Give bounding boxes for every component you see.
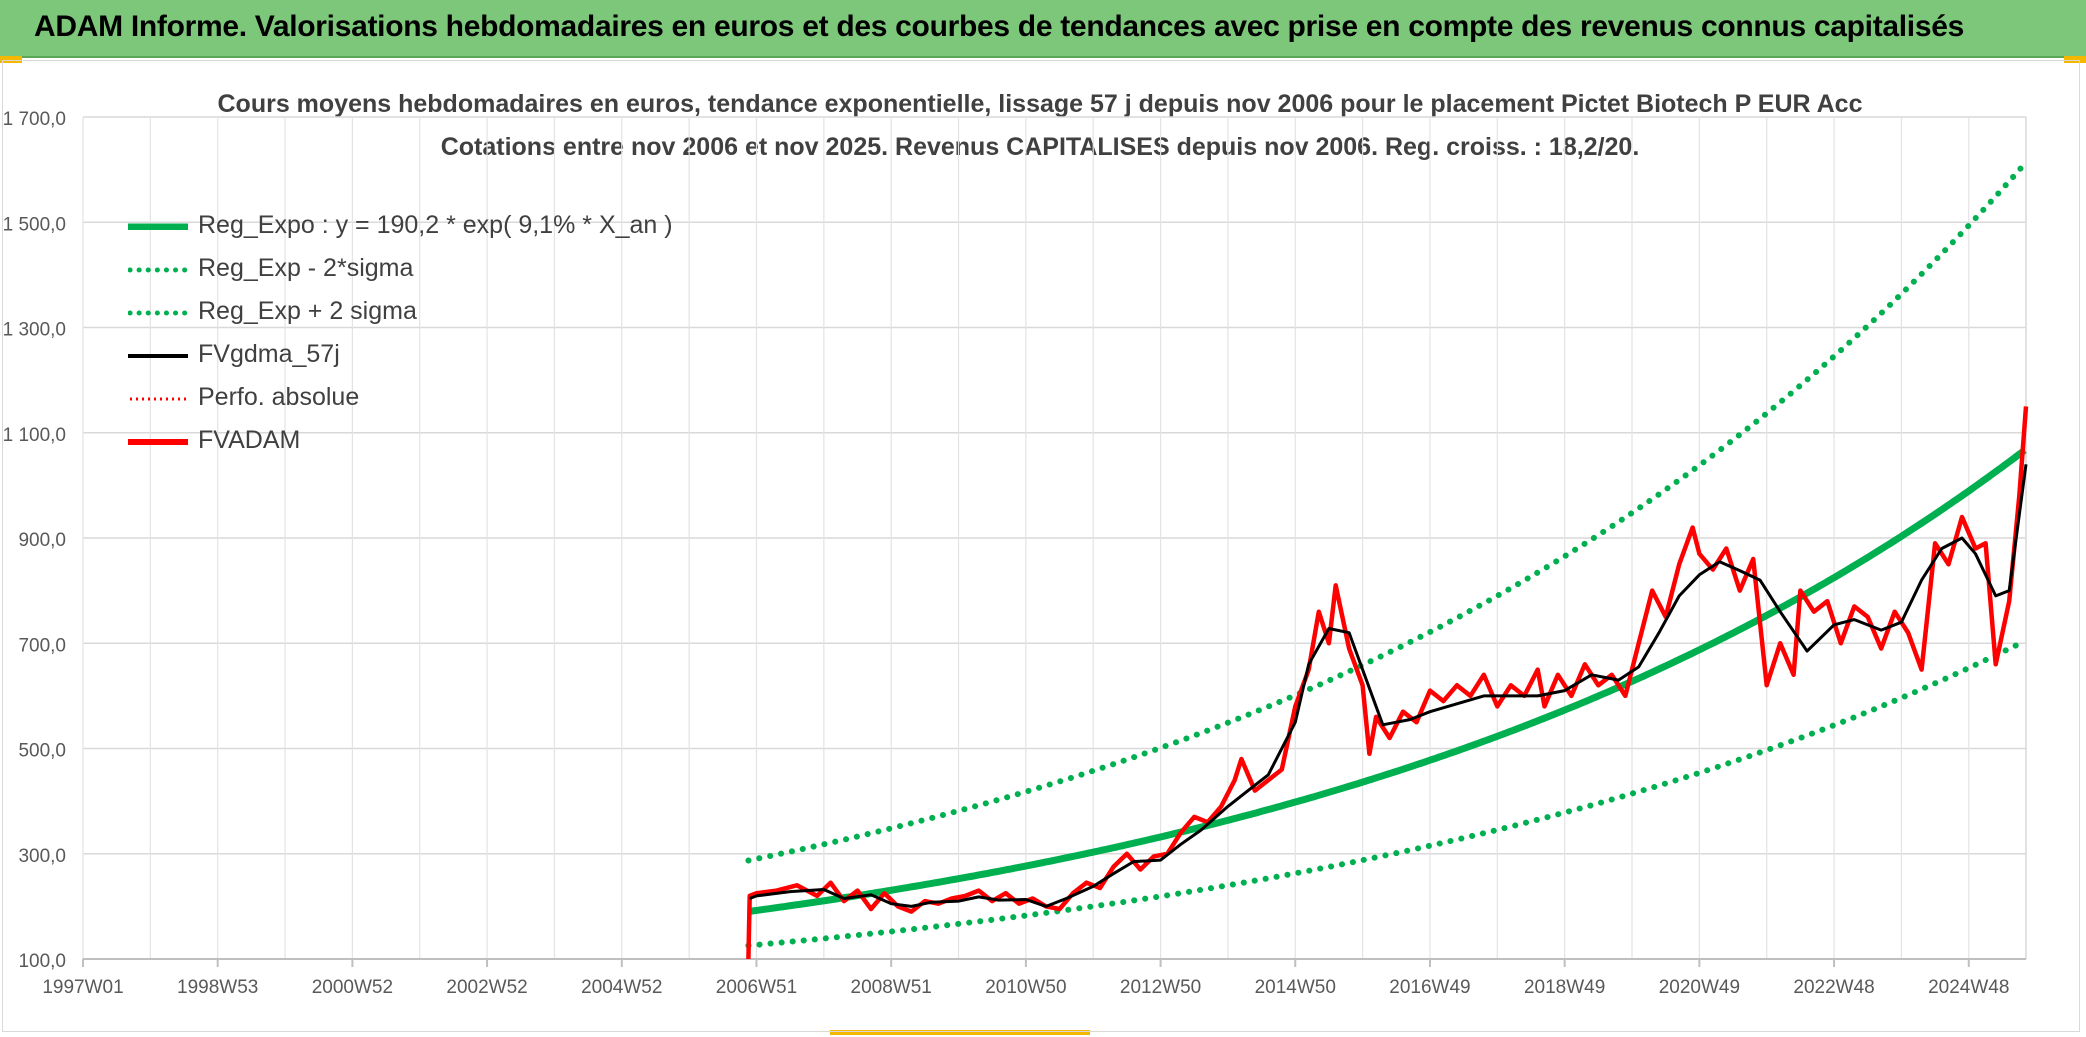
x-tick-label: 1997W01 xyxy=(42,977,123,998)
axes: 1 700,0 1 500,0 1 300,0 1 100,0 900,0 700,0 50… xyxy=(3,109,2026,998)
chart-subtitle: Cotations entre nov 2006 et nov 2025. Re… xyxy=(441,133,1640,161)
series-fvadam xyxy=(746,406,2029,960)
x-tick-label: 2004W52 xyxy=(581,977,662,998)
legend-item-fvgdma: FVgdma_57j xyxy=(128,333,673,376)
x-tick-label: 2012W50 xyxy=(1120,977,1201,998)
legend-item-perfo: Perfo. absolue xyxy=(128,376,673,419)
x-tick-label: 2024W48 xyxy=(1928,977,2009,998)
x-tick-label: 1998W53 xyxy=(177,977,258,998)
y-tick-label: 100,0 xyxy=(18,951,66,972)
legend-label-fvadam: FVADAM xyxy=(198,426,301,454)
legend-swatch-reg-exp-plus xyxy=(128,310,190,315)
x-tick-label: 2020W49 xyxy=(1659,977,1740,998)
report-title: ADAM Informe. Valorisations hebdomadaire… xyxy=(34,10,1965,43)
legend-swatch-reg-exp-minus xyxy=(128,267,190,272)
report-banner: ADAM Informe. Valorisations hebdomadaire… xyxy=(0,0,2086,58)
chart-legend: Reg_Expo : y = 190,2 * exp( 9,1% * X_an … xyxy=(128,204,673,462)
y-tick-label: 900,0 xyxy=(18,530,66,551)
series-fvgdma-57j xyxy=(749,464,2028,908)
legend-swatch-perfo xyxy=(130,397,188,400)
legend-label-reg-exp-minus: Reg_Exp - 2*sigma xyxy=(198,254,414,282)
y-tick-label: 1 500,0 xyxy=(3,214,66,235)
legend-swatch-fvgdma xyxy=(128,353,188,358)
x-tick-label: 2014W50 xyxy=(1255,977,1336,998)
x-tick-label: 2018W49 xyxy=(1524,977,1605,998)
series-reg-exp-plus-2-sigma xyxy=(745,160,2028,864)
x-tick-label: 2008W51 xyxy=(851,977,932,998)
legend-label-fvgdma: FVgdma_57j xyxy=(198,340,340,368)
y-tick-label: 1 300,0 xyxy=(3,320,66,341)
series-layer xyxy=(745,160,2029,960)
legend-item-fvadam: FVADAM xyxy=(128,419,673,462)
legend-label-perfo: Perfo. absolue xyxy=(198,383,360,411)
y-tick-label: 1 700,0 xyxy=(3,109,66,130)
corner-mark-left xyxy=(0,56,22,63)
x-tick-label: 2022W48 xyxy=(1793,977,1874,998)
y-tick-label: 1 100,0 xyxy=(3,425,66,446)
x-tick-label: 2002W52 xyxy=(446,977,527,998)
legend-swatch-fvadam xyxy=(128,438,188,445)
series-reg-expo xyxy=(747,447,2027,915)
legend-item-reg-exp-plus: Reg_Exp + 2 sigma xyxy=(128,290,673,333)
y-tick-label: 500,0 xyxy=(18,741,66,762)
corner-mark-bottom xyxy=(830,1030,1090,1035)
chart-title: Cours moyens hebdomadaires en euros, ten… xyxy=(218,90,1863,118)
legend-label-reg-expo: Reg_Expo : y = 190,2 * exp( 9,1% * X_an … xyxy=(198,211,673,239)
legend-swatch-reg-expo xyxy=(128,223,188,230)
y-tick-label: 300,0 xyxy=(18,846,66,867)
series-reg-exp-minus-2-sigma xyxy=(745,638,2028,949)
x-tick-label: 2000W52 xyxy=(312,977,393,998)
legend-item-reg-expo: Reg_Expo : y = 190,2 * exp( 9,1% * X_an … xyxy=(128,204,673,247)
x-tick-label: 2010W50 xyxy=(985,977,1066,998)
x-tick-label: 2006W51 xyxy=(716,977,797,998)
y-tick-label: 700,0 xyxy=(18,635,66,656)
chart-frame xyxy=(2,60,2080,1032)
corner-mark-right xyxy=(2064,56,2086,63)
legend-item-reg-exp-minus: Reg_Exp - 2*sigma xyxy=(128,247,673,290)
legend-label-reg-exp-plus: Reg_Exp + 2 sigma xyxy=(198,297,417,325)
x-tick-label: 2016W49 xyxy=(1389,977,1470,998)
